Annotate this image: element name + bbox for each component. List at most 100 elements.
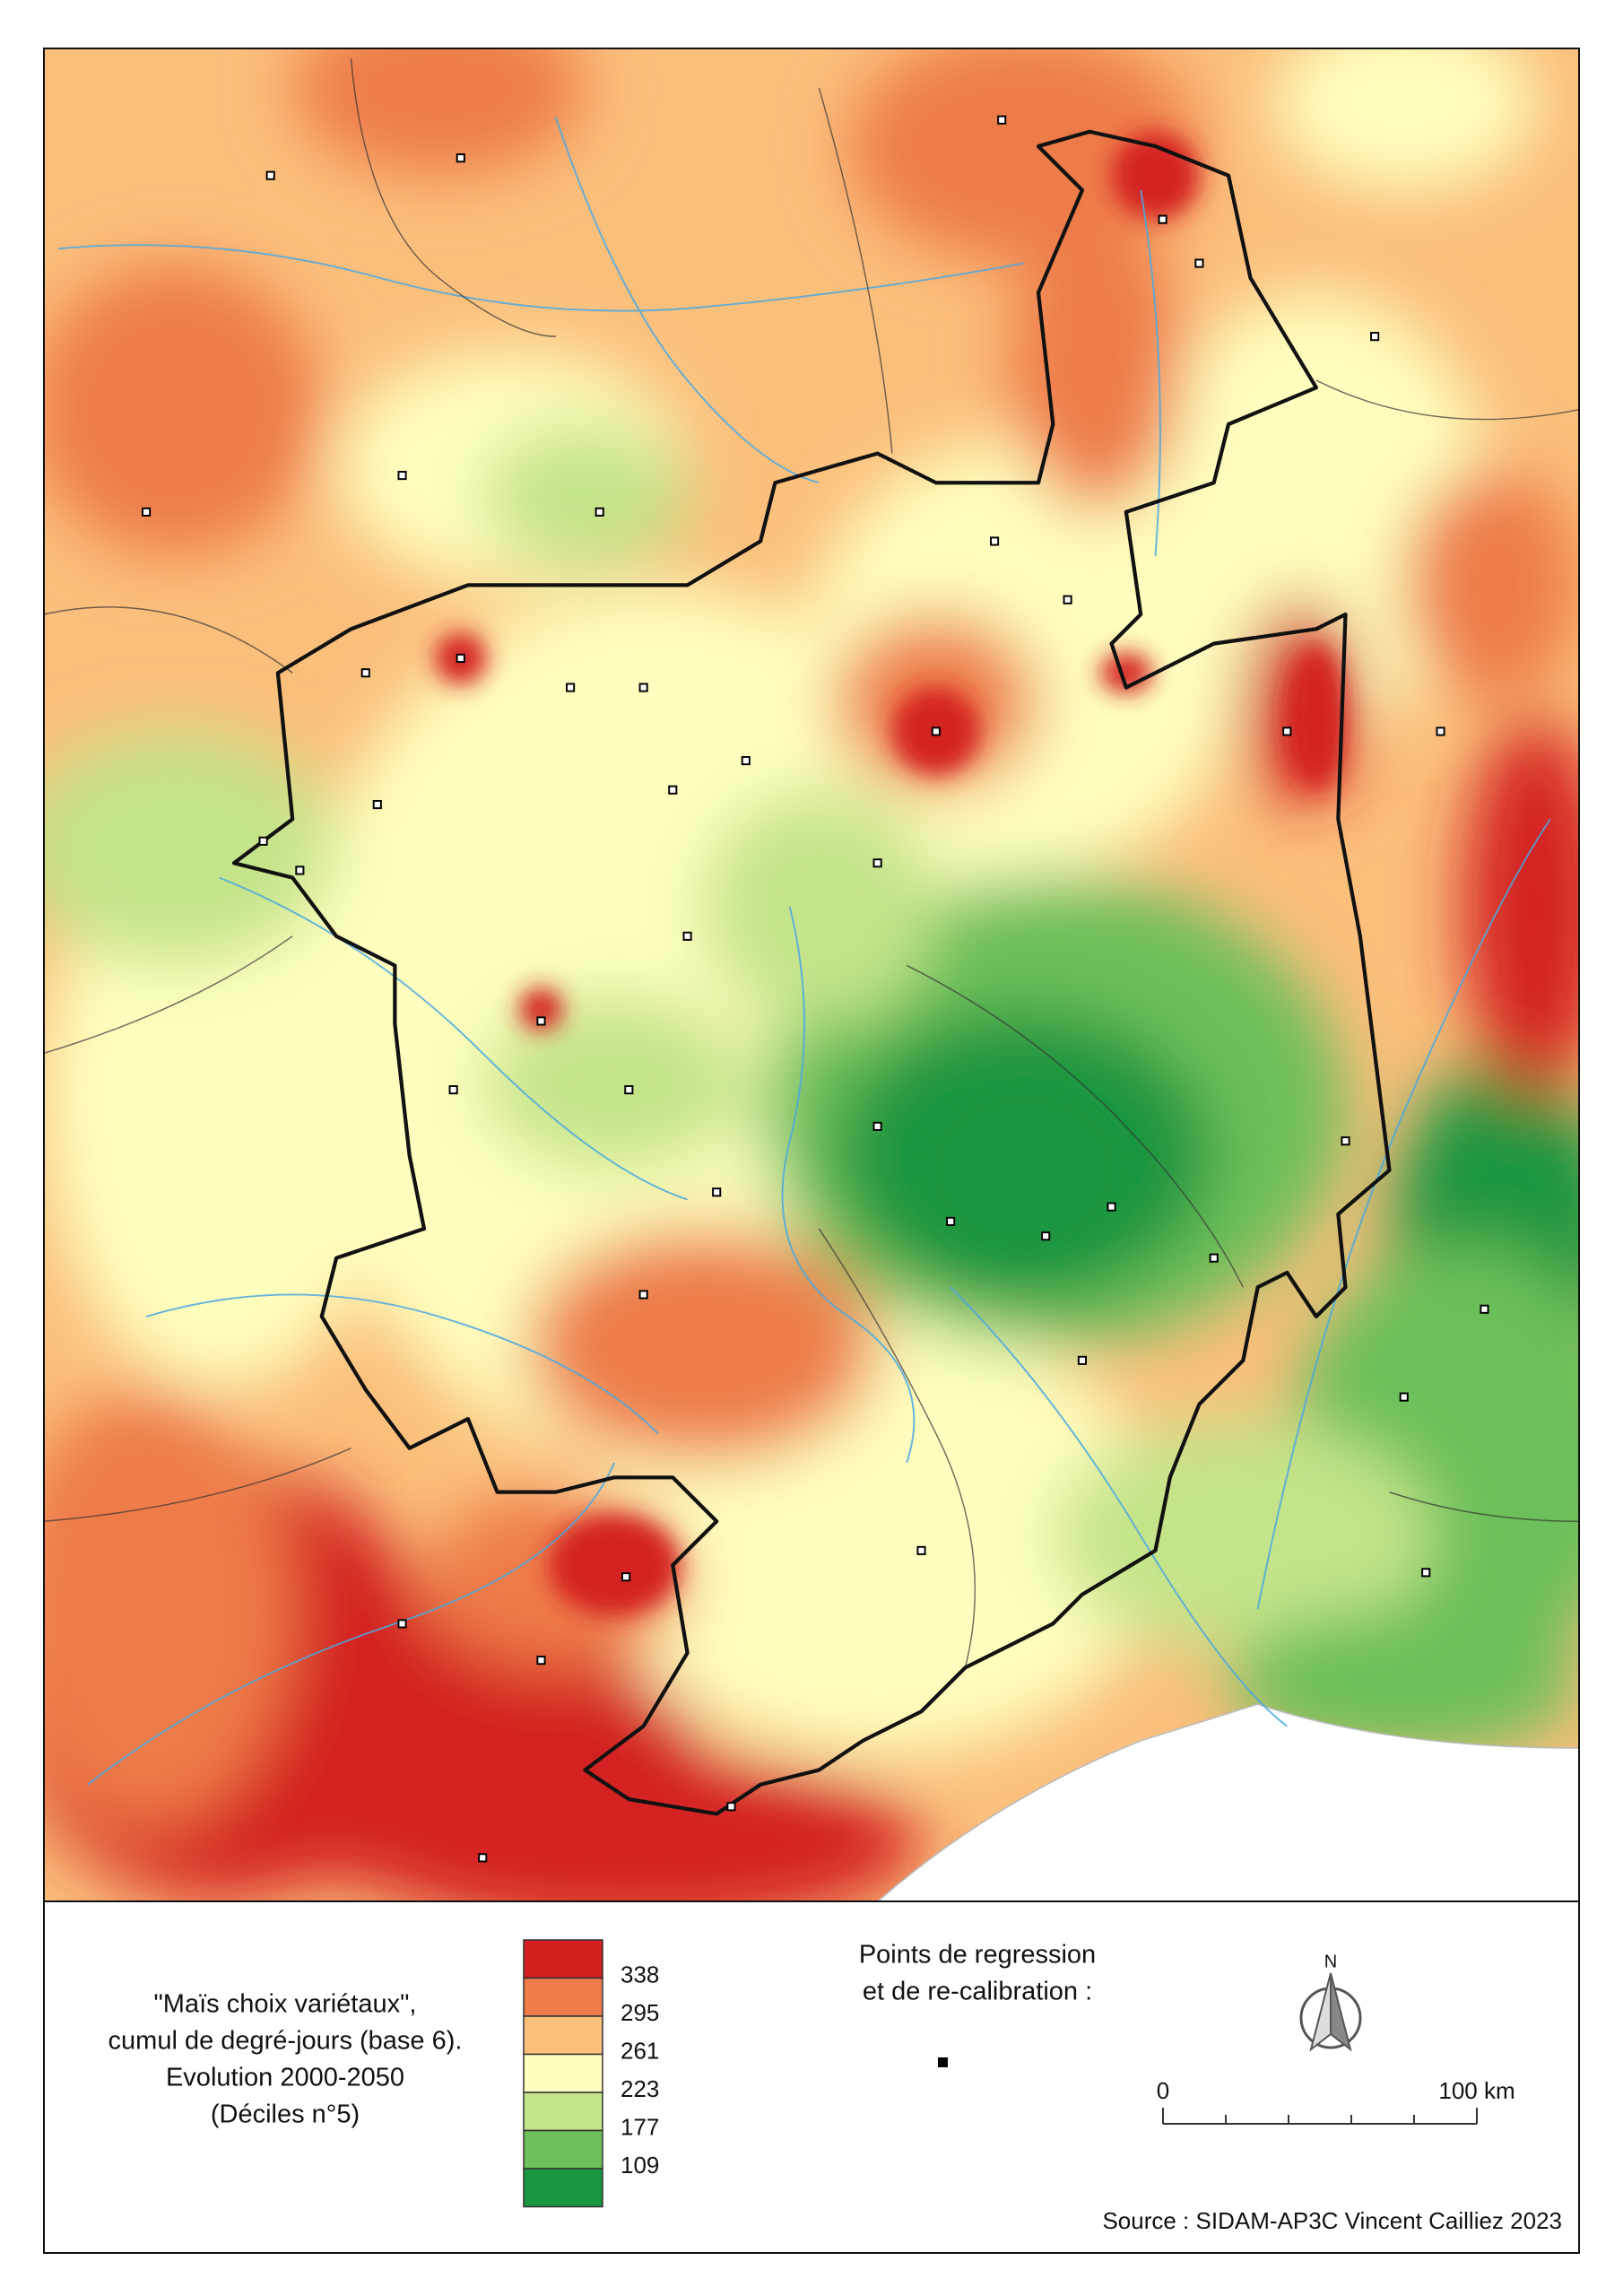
heat-spot — [921, 1082, 1126, 1258]
regression-point — [1041, 1231, 1051, 1241]
legend-swatch — [523, 1977, 603, 2017]
legend-break-label: 295 — [621, 1999, 659, 2026]
regression-point — [265, 170, 275, 180]
scale-label: 0 — [1157, 2077, 1169, 2104]
regression-point — [1063, 595, 1072, 604]
regression-point — [1107, 1202, 1116, 1212]
regression-point — [638, 1290, 648, 1300]
regression-point — [536, 1016, 546, 1026]
legend-break-label: 223 — [621, 2075, 659, 2102]
heat-zone — [292, 48, 586, 176]
regression-point — [1399, 1392, 1409, 1402]
source: Source : SIDAM-AP3C Vincent Cailliez 202… — [1102, 2207, 1562, 2234]
heat-spot — [1099, 652, 1153, 694]
regression-point — [621, 1572, 631, 1582]
sea — [876, 1703, 1580, 1902]
heat-zone — [1141, 292, 1492, 732]
heat-zone — [43, 731, 337, 966]
regression-point — [1158, 214, 1167, 224]
points-label: et de re-calibration : — [863, 1978, 1092, 2006]
legend-title: "Maïs choix variétaux", — [154, 1990, 417, 2019]
heat-zone — [701, 789, 936, 1024]
region-outline — [231, 129, 1392, 1816]
legend-frame — [43, 1900, 1580, 2254]
regression-point — [595, 507, 604, 517]
regression-point — [295, 865, 305, 875]
regression-point — [916, 1545, 926, 1555]
legend-title: cumul de degré-jours (base 6). — [108, 2027, 463, 2056]
heat-zone — [43, 1389, 293, 1829]
regression-point — [1209, 1253, 1219, 1263]
heat-spot — [1287, 643, 1346, 790]
legend-break-label: 261 — [621, 2037, 659, 2064]
regression-point — [682, 931, 692, 941]
heat-spot — [548, 1514, 681, 1617]
regression-point — [741, 756, 751, 766]
regression-points — [142, 115, 1489, 1863]
legend: "Maïs choix variétaux", cumul de degré-jo… — [108, 1939, 659, 2208]
legend-swatch — [523, 2168, 603, 2208]
scale-bar — [1162, 2108, 1478, 2125]
regression-point — [624, 1085, 634, 1095]
heat-zone — [1462, 717, 1580, 1098]
regression-point — [1436, 726, 1445, 736]
legend-swatch — [523, 2015, 603, 2056]
heat-spot — [519, 987, 563, 1031]
regression-point — [872, 858, 882, 868]
regression-point — [142, 507, 152, 517]
regression-point — [1341, 1136, 1350, 1146]
department-borders — [43, 58, 1580, 1668]
regression-point — [990, 536, 1000, 546]
legend-swatch — [523, 1939, 603, 1979]
legend-swatch — [523, 2053, 603, 2093]
heat-zone — [526, 1229, 878, 1463]
regression-point — [1282, 726, 1292, 736]
regression-point — [360, 668, 370, 678]
regression-point — [566, 683, 576, 692]
heat-layer — [43, 48, 1580, 1902]
regression-point — [726, 1802, 736, 1812]
heat-zone — [482, 995, 746, 1170]
regression-point — [1370, 332, 1380, 342]
legend-break-label: 338 — [621, 1961, 659, 1987]
regression-point — [668, 785, 678, 795]
legend-break-label: 109 — [621, 2152, 659, 2179]
heat-zone — [1403, 467, 1580, 702]
regression-point — [372, 799, 382, 810]
legend-title: (Déciles n°5) — [211, 2100, 360, 2129]
heat-zone — [1272, 48, 1536, 191]
regression-point — [997, 115, 1007, 125]
regression-point — [638, 683, 648, 692]
regression-point — [448, 1085, 458, 1095]
regression-point — [1421, 1568, 1431, 1578]
regression-point — [1194, 258, 1204, 268]
regression-point — [931, 726, 941, 736]
regression-point — [712, 1187, 722, 1197]
map — [43, 48, 1580, 1902]
point-symbol — [938, 2057, 948, 2067]
regression-point — [872, 1121, 882, 1131]
legend-title: Evolution 2000-2050 — [166, 2064, 404, 2092]
legend-swatch — [523, 2092, 603, 2132]
regression-point — [258, 836, 268, 846]
legend-swatch — [523, 2129, 603, 2170]
regression-point — [397, 471, 407, 481]
heat-zone — [1053, 1419, 1434, 1654]
north-label: N — [1324, 1952, 1337, 1971]
rivers — [58, 117, 1551, 1786]
legend-break-label: 177 — [621, 2113, 659, 2140]
heat-zone — [1228, 1609, 1580, 1756]
regression-point — [456, 653, 465, 664]
heat-zone — [1009, 219, 1185, 512]
regression-point — [946, 1216, 956, 1226]
heat-zone — [43, 263, 322, 556]
scale-label: 100 km — [1438, 2077, 1515, 2104]
regression-point — [478, 1853, 488, 1863]
points-label: Points de regression — [859, 1941, 1096, 1970]
regression-point — [397, 1619, 407, 1629]
north-arrow: N — [1299, 1952, 1362, 2052]
regression-point — [456, 153, 465, 163]
regression-point — [1480, 1304, 1489, 1314]
